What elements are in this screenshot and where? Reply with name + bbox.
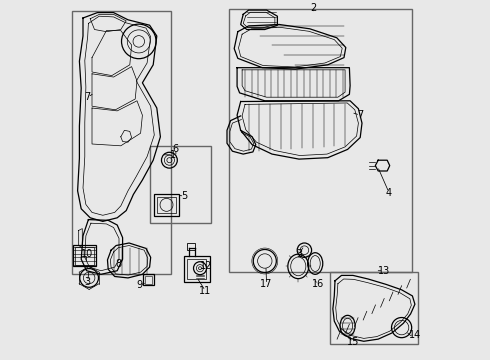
Text: 5: 5: [181, 191, 188, 201]
Bar: [73, 245, 97, 266]
Text: 17: 17: [260, 279, 273, 289]
Text: 7: 7: [85, 92, 91, 102]
Text: 4: 4: [386, 188, 392, 198]
Bar: [72, 11, 171, 274]
Text: 15: 15: [347, 337, 359, 347]
Text: 1: 1: [170, 150, 176, 160]
Bar: [75, 247, 94, 265]
Text: 6: 6: [173, 144, 179, 154]
Bar: [229, 9, 413, 272]
Text: 3: 3: [85, 276, 91, 287]
Bar: [145, 276, 152, 284]
Bar: [157, 197, 176, 213]
Bar: [187, 259, 206, 279]
Text: 8: 8: [115, 258, 122, 269]
Text: 9: 9: [136, 280, 143, 290]
Text: 2: 2: [310, 3, 317, 13]
Text: 3: 3: [296, 249, 302, 259]
Text: 16: 16: [312, 279, 324, 289]
Bar: [330, 272, 418, 344]
Text: 11: 11: [199, 286, 212, 296]
Text: 7: 7: [357, 110, 363, 120]
Bar: [149, 146, 211, 223]
Bar: [154, 194, 179, 216]
Text: 13: 13: [377, 266, 390, 276]
Text: 12: 12: [200, 261, 213, 271]
Bar: [184, 256, 210, 282]
Bar: [144, 274, 153, 285]
Text: 14: 14: [409, 330, 421, 340]
Bar: [187, 243, 196, 250]
Text: 10: 10: [80, 249, 93, 259]
